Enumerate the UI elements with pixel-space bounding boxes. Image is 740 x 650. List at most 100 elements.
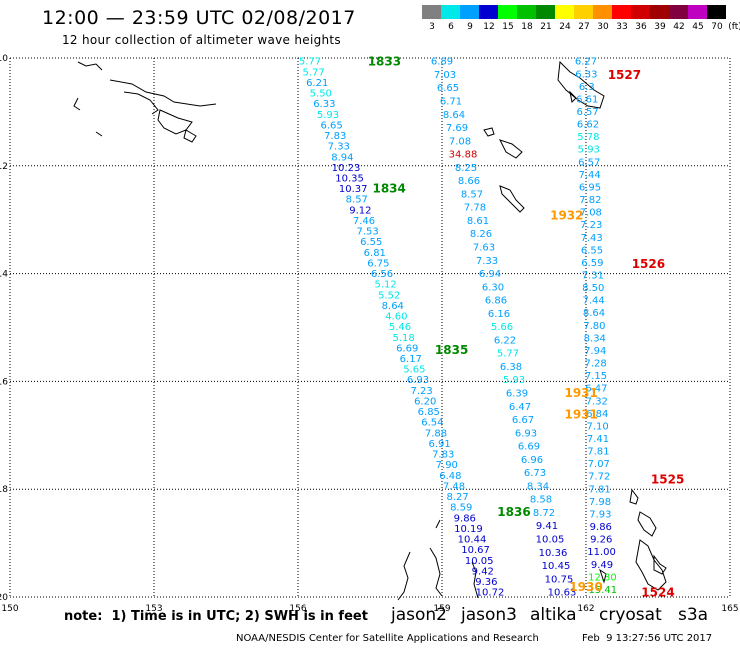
wave-height-label: 6.56 <box>371 269 393 280</box>
wave-height-label: 7.48 <box>443 481 465 492</box>
wave-height-label: 6.65 <box>320 120 342 131</box>
y-tick-label: -14 <box>0 270 8 280</box>
legend-swatch <box>460 5 479 19</box>
wave-height-label: 9.36 <box>475 577 497 588</box>
wave-height-label: 7.08 <box>449 136 471 147</box>
wave-height-label: 7.72 <box>588 472 610 483</box>
wave-height-label: 9.42 <box>472 566 494 577</box>
sat-label-s3a: s3a <box>678 605 709 625</box>
wave-height-label: 7.93 <box>589 509 611 520</box>
wave-height-label: 10.35 <box>335 173 364 184</box>
wave-height-label: 7.63 <box>473 243 495 254</box>
legend-label: 15 <box>502 22 514 32</box>
pass-time-label: 1930 <box>569 580 602 594</box>
legend-label: 36 <box>635 22 647 32</box>
wave-height-label: 7.08 <box>580 208 602 219</box>
wave-height-label: 7.23 <box>580 220 602 231</box>
sat-label-jason2: jason2 <box>391 605 447 625</box>
wave-height-label: 8.66 <box>458 176 480 187</box>
wave-height-label: 7.41 <box>587 434 609 445</box>
wave-height-label: 6.17 <box>400 354 422 365</box>
legend-label: 42 <box>673 22 685 32</box>
island-outline <box>557 60 605 109</box>
wave-height-label: 8.57 <box>346 195 368 206</box>
wave-height-label: 8.26 <box>470 229 492 240</box>
wave-height-label: 7.46 <box>353 216 375 227</box>
island-outline <box>483 127 525 213</box>
pass-time-label: 1526 <box>632 257 665 271</box>
wave-height-label: 7.81 <box>587 447 609 458</box>
y-tick-label: -18 <box>0 485 8 495</box>
wave-height-label: 5.12 <box>374 280 396 291</box>
sat-label-altika: altika <box>530 605 577 625</box>
legend-label: 27 <box>578 22 590 32</box>
wave-height-label: 7.44 <box>582 296 604 307</box>
legend-label: 12 <box>483 22 495 32</box>
wave-height-label: 34.88 <box>449 150 478 161</box>
legend-label: 24 <box>559 22 571 32</box>
y-tick-label: -10 <box>0 54 8 64</box>
wave-height-label: 6.55 <box>581 245 603 256</box>
wave-height-label: 7.43 <box>580 233 602 244</box>
wave-height-label: 9.26 <box>590 535 612 546</box>
wave-height-label: 7.44 <box>578 170 600 181</box>
wave-height-label: 7.83 <box>324 131 346 142</box>
wave-height-label: 6.71 <box>440 97 462 108</box>
wave-height-label: 6.89 <box>431 57 453 68</box>
wave-height-label: 5.52 <box>378 290 400 301</box>
wave-height-label: 5.93 <box>503 375 525 386</box>
wave-height-label: 7.33 <box>328 142 350 153</box>
wave-height-label: 6.61 <box>576 94 598 105</box>
wave-height-label: 6.69 <box>518 442 540 453</box>
wave-height-label: 7.23 <box>410 386 432 397</box>
wave-height-label: 10.23 <box>332 163 361 174</box>
pass-time-label: 1525 <box>651 472 684 486</box>
wave-height-label: 10.44 <box>458 535 487 546</box>
legend-swatch <box>536 5 555 19</box>
wave-height-label: 6.3 <box>579 82 595 93</box>
wave-height-label: 6.62 <box>577 120 599 131</box>
wave-height-label: 8.34 <box>527 481 549 492</box>
wave-height-label: 8.72 <box>533 508 555 519</box>
wave-height-label: 6.85 <box>418 407 440 418</box>
x-tick-label: 162 <box>577 604 594 614</box>
wave-height-label: 8.64 <box>382 301 404 312</box>
wave-height-label: 11.00 <box>587 547 616 558</box>
pass-time-label: 1931 <box>564 386 597 400</box>
wave-height-label: 9.12 <box>349 205 371 216</box>
wave-height-label: 10.45 <box>542 561 571 572</box>
wave-height-label: 7.82 <box>579 195 601 206</box>
wave-height-label: 5.77 <box>497 349 519 360</box>
wave-height-label: 7.10 <box>586 421 608 432</box>
x-tick-label: 165 <box>721 604 738 614</box>
pass-time-label: 1524 <box>641 586 674 600</box>
wave-height-label: 6.54 <box>421 418 443 429</box>
wave-height-label: 6.57 <box>576 107 598 118</box>
wave-height-label: 7.32 <box>586 396 608 407</box>
wave-height-label: 6.95 <box>579 182 601 193</box>
wave-height-label: 6.84 <box>586 409 608 420</box>
grid <box>9 57 731 598</box>
wave-height-label: 9.86 <box>454 513 476 524</box>
wave-height-label: 6.21 <box>306 78 328 89</box>
legend-label: 70 <box>711 22 723 32</box>
legend-swatch <box>441 5 460 19</box>
wave-height-label: 10.05 <box>536 535 565 546</box>
wave-height-label: 8.64 <box>583 308 605 319</box>
pass-time-label: 1836 <box>497 505 530 519</box>
wave-height-label: 6.55 <box>360 237 382 248</box>
wave-height-label: 6.67 <box>512 415 534 426</box>
wave-height-label: 6.91 <box>428 439 450 450</box>
legend-label: 21 <box>540 22 552 32</box>
wave-height-label: 10.05 <box>465 556 494 567</box>
wave-height-label: 9.41 <box>536 521 558 532</box>
wave-height-label: 6.48 <box>439 471 461 482</box>
wave-height-label: 6.73 <box>524 468 546 479</box>
wave-height-label: 6.30 <box>482 282 504 293</box>
legend-label: 9 <box>467 22 473 32</box>
wave-height-label: 6.65 <box>437 83 459 94</box>
wave-height-label: 7.88 <box>425 428 447 439</box>
wave-height-label: 5.46 <box>389 322 411 333</box>
legend-label: 6 <box>448 22 454 32</box>
